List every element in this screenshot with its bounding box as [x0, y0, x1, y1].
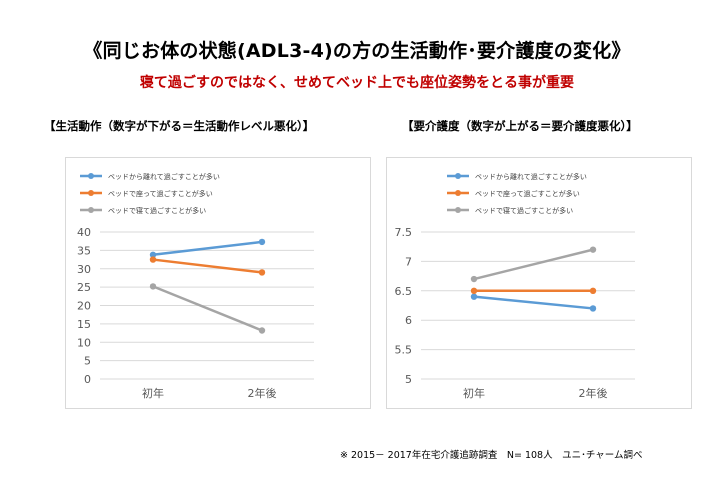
- section-title-care-level: 【要介護度（数字が上がる＝要介護度悪化）】: [402, 119, 638, 133]
- y-tick-label: 6.5: [395, 285, 413, 298]
- legend-label: ベッドで寝て過ごすことが多い: [108, 206, 206, 215]
- legend-marker: [88, 173, 94, 179]
- section-title-activity: 【生活動作（数字が下がる＝生活動作レベル悪化）】: [44, 119, 315, 133]
- y-tick-label: 5: [405, 373, 412, 386]
- y-tick-label: 0: [84, 373, 91, 386]
- y-tick-label: 40: [77, 226, 91, 239]
- data-point: [589, 305, 597, 312]
- y-tick-label: 5.5: [395, 344, 413, 357]
- x-category-label: 2年後: [248, 386, 277, 400]
- series-line: [473, 248, 594, 281]
- data-point: [258, 238, 266, 246]
- data-point: [258, 327, 266, 334]
- y-tick-label: 35: [77, 244, 91, 257]
- data-point: [589, 287, 597, 294]
- footnote: ※ 2015－ 2017年在宅介護追跡調査 N= 108人 ユニ･チャーム調べ: [340, 450, 643, 461]
- y-tick-label: 7.5: [395, 226, 413, 239]
- legend-marker: [455, 173, 461, 179]
- legend-marker: [88, 190, 94, 196]
- data-point: [589, 246, 597, 253]
- y-tick-label: 30: [77, 263, 91, 276]
- data-point: [149, 283, 157, 290]
- x-category-label: 初年: [142, 386, 164, 400]
- page-subtitle: 寝て過ごすのではなく、せめてベッド上でも座位姿勢をとる事が重要: [139, 75, 575, 91]
- y-tick-label: 15: [77, 318, 91, 331]
- y-tick-label: 5: [84, 355, 91, 368]
- data-point: [470, 287, 478, 294]
- legend-marker: [455, 207, 461, 213]
- legend-marker: [455, 190, 461, 196]
- legend-marker: [88, 207, 94, 213]
- series-line: [152, 285, 263, 332]
- series-line: [152, 258, 263, 274]
- series-line: [473, 295, 594, 310]
- legend-label: ベッドで座って過ごすことが多い: [108, 189, 213, 198]
- series-line: [152, 240, 263, 257]
- x-category-label: 初年: [463, 386, 485, 400]
- legend-label: ベッドで座って過ごすことが多い: [475, 189, 580, 198]
- chart-daily-activity-svg: 0 5 10 15 20 25 30 35 40 初年 2年後 ベッドから離れて過ごすことが多いベッド…: [77, 172, 314, 400]
- data-point: [149, 256, 157, 263]
- data-point: [258, 269, 266, 276]
- legend-label: ベッドで寝て過ごすことが多い: [475, 206, 573, 215]
- y-tick-label: 7: [405, 255, 412, 268]
- data-point: [149, 251, 157, 258]
- y-tick-label: 20: [77, 300, 91, 313]
- y-tick-label: 6: [405, 314, 412, 327]
- chart-care-level: 5 5.5 6 6.5 7 7.5 初年 2年後 ベッドから離れて過ごすことが多い ベッドで座って…: [386, 157, 692, 409]
- chart-care-level-svg: 5 5.5 6 6.5 7 7.5 初年 2年後 ベッドから離れて過ごすことが多いベッドで座って…: [395, 172, 635, 400]
- page-title: 《同じお体の状態(ADL3-4)の方の生活動作･要介護度の変化》: [83, 40, 631, 62]
- chart-daily-activity: 0 5 10 15 20 25 30 35 40 初年 2年後 ベッドから離れて過ごすことが多い ベッド…: [65, 157, 371, 409]
- data-point: [470, 275, 478, 283]
- data-point: [470, 293, 478, 300]
- y-tick-label: 25: [77, 281, 91, 294]
- legend-label: ベッドから離れて過ごすことが多い: [108, 172, 220, 181]
- legend-label: ベッドから離れて過ごすことが多い: [475, 172, 587, 181]
- x-category-label: 2年後: [579, 386, 608, 400]
- y-tick-label: 10: [77, 336, 91, 349]
